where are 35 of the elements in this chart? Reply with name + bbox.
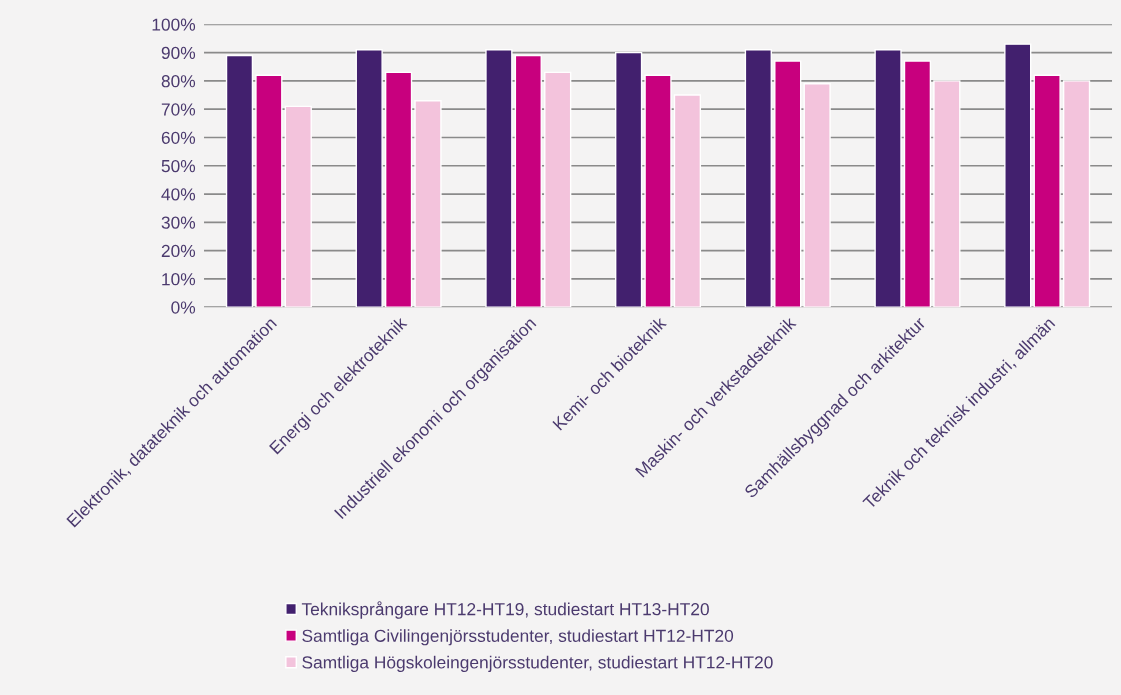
bar [485, 49, 513, 308]
bar [355, 49, 383, 308]
bar [903, 60, 932, 308]
bar [544, 71, 572, 308]
bar [774, 60, 802, 308]
bar [284, 105, 312, 308]
bar [673, 94, 702, 308]
bar [644, 74, 672, 308]
legend-label: Tekniksprångare HT12-HT19, studiestart HT13-HT20 [301, 601, 709, 619]
bar [933, 80, 961, 308]
y-tick-label: 90% [161, 46, 196, 60]
y-tick-label: 100% [152, 18, 196, 31]
bar [614, 51, 643, 308]
bar [414, 100, 442, 308]
y-tick-label: 10% [162, 273, 196, 286]
y-tick-label: 80% [161, 75, 196, 88]
y-tick-label: 40% [161, 188, 196, 201]
bar [803, 83, 831, 308]
y-tick-label: 60% [161, 131, 196, 144]
y-tick-label: 20% [161, 244, 196, 258]
y-tick-label: 0% [171, 301, 196, 314]
bar [1062, 80, 1091, 308]
legend-label: Samtliga Högskoleingenjörsstudenter, studiestart HT12-HT20 [302, 655, 773, 672]
legend-label: Samtliga Civilingenjörsstudenter, studiestart HT12-HT20 [302, 629, 734, 646]
bar [744, 49, 772, 308]
y-tick-label: 30% [161, 216, 196, 229]
bar [514, 54, 542, 308]
bar [255, 74, 283, 308]
bar [874, 49, 902, 308]
bar [1004, 43, 1032, 308]
bar [384, 71, 413, 308]
y-tick-label: 50% [161, 159, 196, 173]
y-tick-label: 70% [161, 103, 196, 116]
bar [1033, 74, 1061, 308]
bar [225, 54, 254, 308]
